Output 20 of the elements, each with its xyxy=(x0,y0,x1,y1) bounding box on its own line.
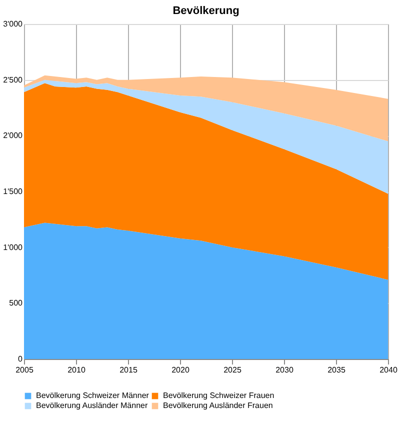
x-tick-label: 2035 xyxy=(328,366,346,374)
y-tick-label: 2'500 xyxy=(3,75,24,84)
y-tick-label: 0 xyxy=(18,354,24,364)
y-tick-label: 1'000 xyxy=(3,242,24,252)
x-tick-label: 2030 xyxy=(276,366,294,374)
chart-title: Bevölkerung xyxy=(172,5,240,17)
x-tick-label: 2015 xyxy=(120,366,138,374)
y-tick-label: 2'000 xyxy=(3,131,24,140)
x-tick-label: 2040 xyxy=(380,366,398,374)
legend-label: Bevölkerung Ausländer Männer xyxy=(36,401,148,410)
y-tick-label: 500 xyxy=(9,298,24,308)
y-tick-label: 3'000 xyxy=(3,20,24,28)
legend-label: Bevölkerung Schweizer Männer xyxy=(36,391,150,400)
x-tick-label: 2020 xyxy=(172,366,190,374)
x-tick-label: 2005 xyxy=(16,366,34,374)
y-tick-label: 1'500 xyxy=(3,187,24,196)
legend-label: Bevölkerung Schweizer Frauen xyxy=(163,391,274,400)
x-tick-label: 2025 xyxy=(224,366,242,374)
legend-label: Bevölkerung Ausländer Frauen xyxy=(163,401,273,410)
x-tick-label: 2010 xyxy=(68,366,86,374)
